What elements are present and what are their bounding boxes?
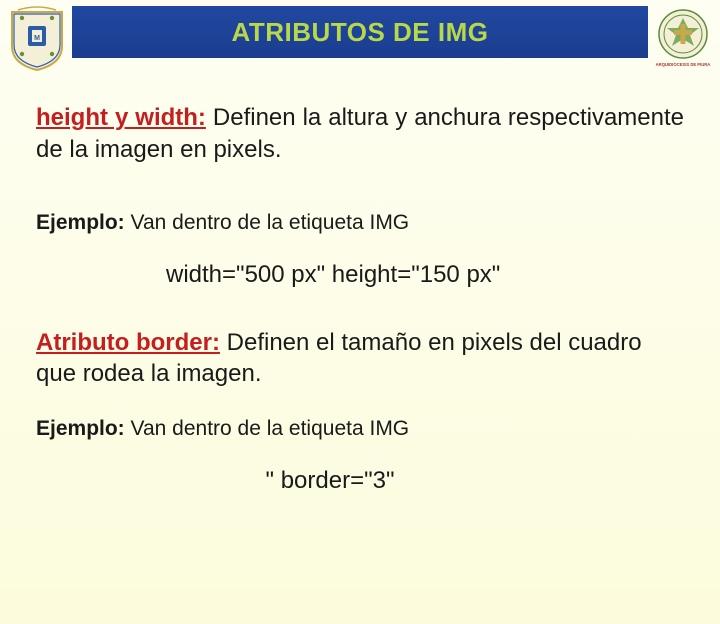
header: M ATRIBUTOS DE IMG ARQUIDIOCESIS DE PIUR…	[0, 0, 720, 72]
svg-text:M: M	[34, 35, 40, 42]
height-width-paragraph: height y width: Definen la altura y anch…	[36, 102, 684, 167]
example2-line: Ejemplo: Van dentro de la etiqueta IMG	[36, 417, 684, 441]
example2-code: " border="3"	[36, 467, 684, 495]
example2-label: Ejemplo:	[36, 417, 125, 440]
coat-of-arms-icon: M	[8, 6, 66, 72]
example2-text: Van dentro de la etiqueta IMG	[125, 417, 409, 440]
border-lead: Atributo border:	[36, 329, 220, 356]
title-bar: ATRIBUTOS DE IMG	[72, 6, 648, 58]
example1-label: Ejemplo:	[36, 211, 125, 234]
content: height y width: Definen la altura y anch…	[0, 72, 720, 495]
border-paragraph: Atributo border: Definen el tamaño en pi…	[36, 327, 684, 389]
page-title: ATRIBUTOS DE IMG	[232, 17, 489, 48]
archdiocese-seal-icon: ARQUIDIOCESIS DE PIURA	[654, 6, 712, 72]
example1-code: width="500 px" height="150 px"	[36, 261, 684, 289]
seal-caption: ARQUIDIOCESIS DE PIURA	[656, 62, 711, 67]
example1-line: Ejemplo: Van dentro de la etiqueta IMG	[36, 211, 684, 235]
height-width-lead: height y width:	[36, 104, 206, 131]
example1-text: Van dentro de la etiqueta IMG	[125, 211, 409, 234]
